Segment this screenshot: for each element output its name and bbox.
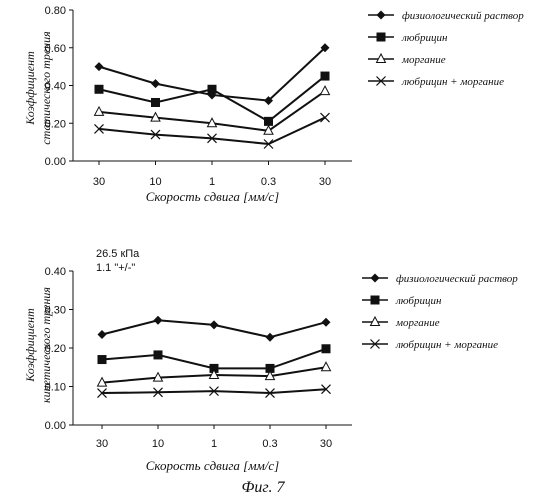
legend-label: моргание xyxy=(395,317,440,329)
legend-item: любрицин + моргание xyxy=(362,339,498,351)
y-axis-title: Коэффициент xyxy=(23,308,37,383)
x-tick-label: 30 xyxy=(93,176,105,188)
data-point xyxy=(98,330,107,339)
legend-label: любрицин xyxy=(401,32,448,44)
series-square xyxy=(98,344,331,373)
x-axis-title: Скорость сдвига [мм/с] xyxy=(146,189,280,204)
legend-label: моргание xyxy=(401,54,446,66)
static-friction-chart: 0.000.200.400.600.80301010.330Скорость с… xyxy=(23,5,524,204)
x-tick-label: 30 xyxy=(320,438,332,450)
legend-item: физиологический раствор xyxy=(362,273,518,285)
legend-item: моргание xyxy=(368,54,446,66)
legend-marker xyxy=(371,274,380,283)
data-point xyxy=(151,98,160,107)
y-axis-title: Коэффициент xyxy=(23,51,37,126)
data-point xyxy=(208,85,217,94)
data-point xyxy=(322,318,331,327)
x-tick-label: 1 xyxy=(209,176,215,188)
x-tick-label: 0.3 xyxy=(261,176,276,188)
legend-label: любрицин + моргание xyxy=(401,76,504,88)
y-tick-label: 0.80 xyxy=(45,5,66,17)
annotation: 26.5 кПа xyxy=(96,248,140,260)
data-point xyxy=(321,72,330,81)
legend-label: любрицин xyxy=(395,295,442,307)
data-point xyxy=(321,86,330,95)
series-diamond xyxy=(98,316,331,342)
annotation: 1.1 "+/-" xyxy=(96,262,135,274)
x-tick-label: 10 xyxy=(149,176,161,188)
y-tick-label: 0.40 xyxy=(45,266,66,278)
data-point xyxy=(95,85,104,94)
legend-item: любрицин xyxy=(368,32,448,44)
y-tick-label: 0.00 xyxy=(45,156,66,168)
series-x xyxy=(98,385,331,398)
x-axis-title: Скорость сдвига [мм/с] xyxy=(146,458,280,473)
data-point xyxy=(321,113,330,122)
legend-label: любрицин + моргание xyxy=(395,339,498,351)
legend-marker xyxy=(371,296,380,305)
kinetic-friction-chart: 0.000.100.200.300.40301010.330Скорость с… xyxy=(23,248,518,473)
x-tick-label: 10 xyxy=(152,438,164,450)
legend-marker xyxy=(377,33,386,42)
data-point xyxy=(95,107,104,116)
data-point xyxy=(154,316,163,325)
y-axis-title: статического трения xyxy=(39,31,53,145)
x-tick-label: 30 xyxy=(96,438,108,450)
data-point xyxy=(264,117,273,126)
legend-item: любрицин xyxy=(362,295,442,307)
data-point xyxy=(151,79,160,88)
legend-label: физиологический раствор xyxy=(396,273,518,285)
y-tick-label: 0.00 xyxy=(45,420,66,432)
data-point xyxy=(98,355,107,364)
x-tick-label: 1 xyxy=(211,438,217,450)
data-point xyxy=(95,62,104,71)
legend-item: физиологический раствор xyxy=(368,10,524,22)
figure-caption: Фиг. 7 xyxy=(242,479,286,496)
data-point xyxy=(322,362,331,371)
x-tick-label: 0.3 xyxy=(262,438,277,450)
data-point xyxy=(322,344,331,353)
y-axis-title: кинетического трения xyxy=(39,287,53,403)
legend-item: моргание xyxy=(362,317,440,329)
legend-marker xyxy=(377,11,386,20)
data-point xyxy=(154,350,163,359)
data-point xyxy=(210,320,219,329)
data-point xyxy=(266,333,275,342)
legend-item: любрицин + моргание xyxy=(368,76,504,88)
x-tick-label: 30 xyxy=(319,176,331,188)
legend-label: физиологический раствор xyxy=(402,10,524,22)
